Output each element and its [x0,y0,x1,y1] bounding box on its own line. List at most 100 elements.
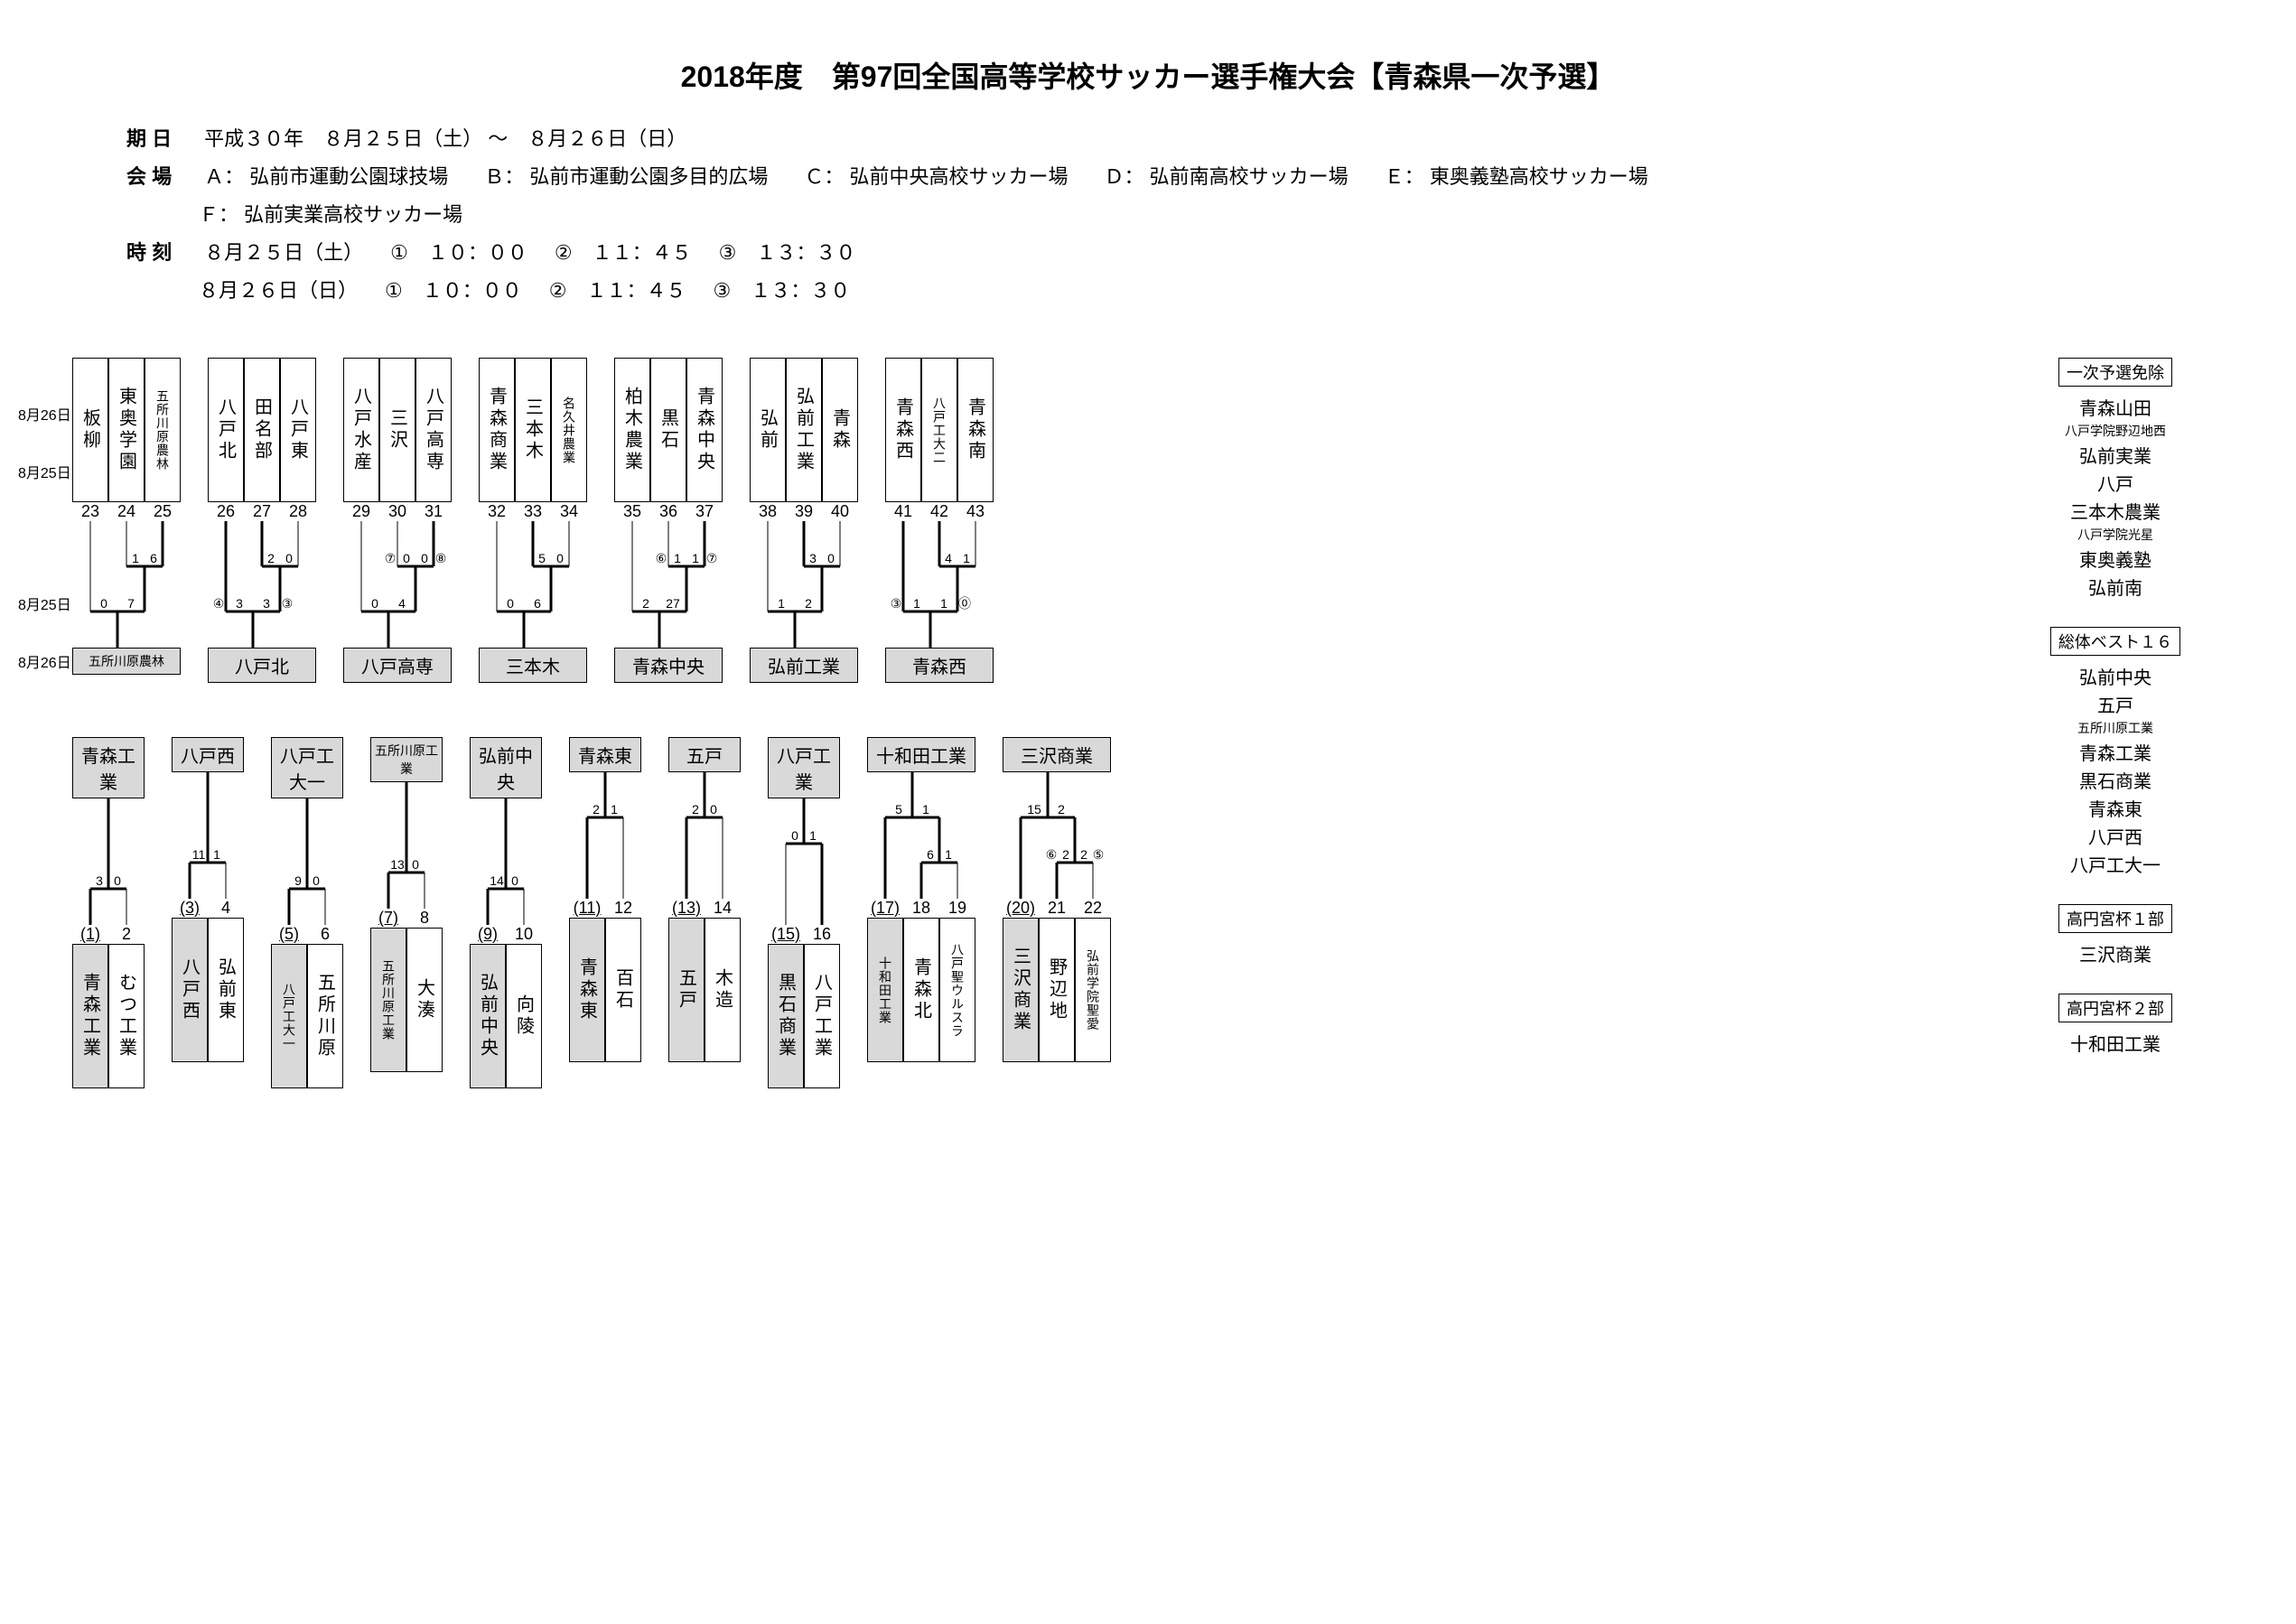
score-text: 2 [1062,847,1069,862]
team-box: 柏木農業 [614,358,650,502]
score-text: 7 [127,596,135,611]
sidebar-item: 五戸 [2025,691,2206,717]
score-text: 0 [100,596,107,611]
team-box: 八戸聖ウルスラ [939,918,975,1062]
team-box: 向陵 [506,944,542,1088]
score-text: 0 [421,551,428,565]
score-text: 9 [294,873,302,888]
schedule-time: ③ １３：３０ [719,237,856,266]
venue-row-2: Ｆ： 弘前実業高校サッカー場 [72,199,2224,228]
score-text: ⑧ [435,551,447,565]
team-box: 八戸水産 [343,358,379,502]
team-number: 37 [686,502,723,521]
sidebar-item: 青森工業 [2025,739,2206,765]
team-number: 30 [379,502,415,521]
bracket-group: 青森東21(11)12青森東百石 [569,737,641,1062]
bracket-group: 板柳東奥学園五所川原農林2324251607五所川原農林 [72,358,181,675]
venue-item: Ｆ： 弘前実業高校サッカー場 [199,199,462,228]
team-number: 34 [551,502,587,521]
bracket-lines: 21 [569,772,641,899]
score-text: 11 [192,847,206,862]
bracket-lines: 01 [768,798,840,925]
team-box: 弘前工業 [786,358,822,502]
bracket-lines: 11⑥⑦227 [614,521,723,648]
winner-box: 五所川原工業 [370,737,443,782]
score-text: ③ [891,596,902,611]
score-text: 3 [236,596,243,611]
sidebar-item: 八戸学院野辺地西 [2025,422,2206,440]
team-number: 12 [605,899,641,918]
team-number: 40 [822,502,858,521]
bracket-lines: 90 [271,798,343,925]
team-number: 8 [406,909,443,928]
score-text: 1 [809,828,817,843]
team-box: 五戸 [668,918,705,1062]
time-row-2: ８月２６日（日）① １０：００② １１：４５③ １３：３０ [72,275,2224,303]
team-number: 2 [108,925,145,944]
team-box: 八戸工業 [804,944,840,1088]
bracket-group: 柏木農業黒石青森中央35363711⑥⑦227青森中央 [614,358,723,683]
team-box: 八戸工大二 [921,358,957,502]
score-text: 1 [611,802,618,817]
team-number: 16 [804,925,840,944]
score-text: ③ [282,596,294,611]
team-box: 黒石 [650,358,686,502]
date-aug25: 8月25日 [18,593,71,614]
team-number: 42 [921,502,957,521]
score-text: 6 [927,847,934,862]
team-box: 東奥学園 [108,358,145,502]
team-box: 青森工業 [72,944,108,1088]
team-number: (9) [470,925,506,944]
team-number: 43 [957,502,994,521]
team-box: 五所川原農林 [145,358,181,502]
sidebar-header: 高円宮杯１部 [2058,904,2172,933]
winner-box: 八戸工大一 [271,737,343,798]
score-text: 1 [940,596,947,611]
sidebar-header: 一次予選免除 [2058,358,2172,387]
team-box: 大湊 [406,928,443,1072]
team-number: (13) [668,899,705,918]
score-text: 0 [114,873,121,888]
score-text: 13 [390,857,405,872]
bracket-lines: 1607 [72,521,181,648]
score-text: 0 [556,551,564,565]
winner-box: 十和田工業 [867,737,975,772]
bracket-group: 八戸北田名部八戸東2627282033④③八戸北 [208,358,316,683]
bracket-lines: 130 [370,782,443,909]
score-text: 0 [827,551,835,565]
team-box: 青森北 [903,918,939,1062]
score-text: 1 [674,551,681,565]
bracket-group: 五戸20(13)14五戸木造 [668,737,741,1062]
bracket-lines: 140 [470,798,542,925]
score-text: 1 [692,551,699,565]
date-aug26: 8月26日 [18,650,71,672]
team-number: 23 [72,502,108,521]
bracket-group: 青森西八戸工大二青森南4142434111③⓪青森西 [885,358,994,683]
sidebar-item: 十和田工業 [2025,1030,2206,1056]
team-box: 青森南 [957,358,994,502]
team-number: 19 [939,899,975,918]
sidebar-item: 八戸工大一 [2025,851,2206,877]
score-text: 0 [371,596,378,611]
team-box: 百石 [605,918,641,1062]
score-text: 3 [809,551,817,565]
bracket-lines: 22⑥⑤152 [1003,772,1111,899]
score-text: 1 [945,847,952,862]
team-box: 八戸高専 [415,358,452,502]
winner-box: 八戸工業 [768,737,840,798]
team-box: 青森商業 [479,358,515,502]
score-text: 1 [778,596,785,611]
team-number: 31 [415,502,452,521]
score-text: 1 [922,802,929,817]
team-number: 32 [479,502,515,521]
bracket-group: 八戸工大一90(5)6八戸工大一五所川原 [271,737,343,1088]
bracket-lines: 30 [72,798,145,925]
team-number: 14 [705,899,741,918]
sidebar: 一次予選免除青森山田八戸学院野辺地西弘前実業八戸三本木農業八戸学院光星東奥義塾弘… [2025,358,2206,1083]
team-number: 25 [145,502,181,521]
score-text: ⑦ [385,551,397,565]
score-text: ⑥ [656,551,667,565]
winner-box: 弘前中央 [470,737,542,798]
team-box: 青森東 [569,918,605,1062]
winner-box: 八戸西 [172,737,244,772]
